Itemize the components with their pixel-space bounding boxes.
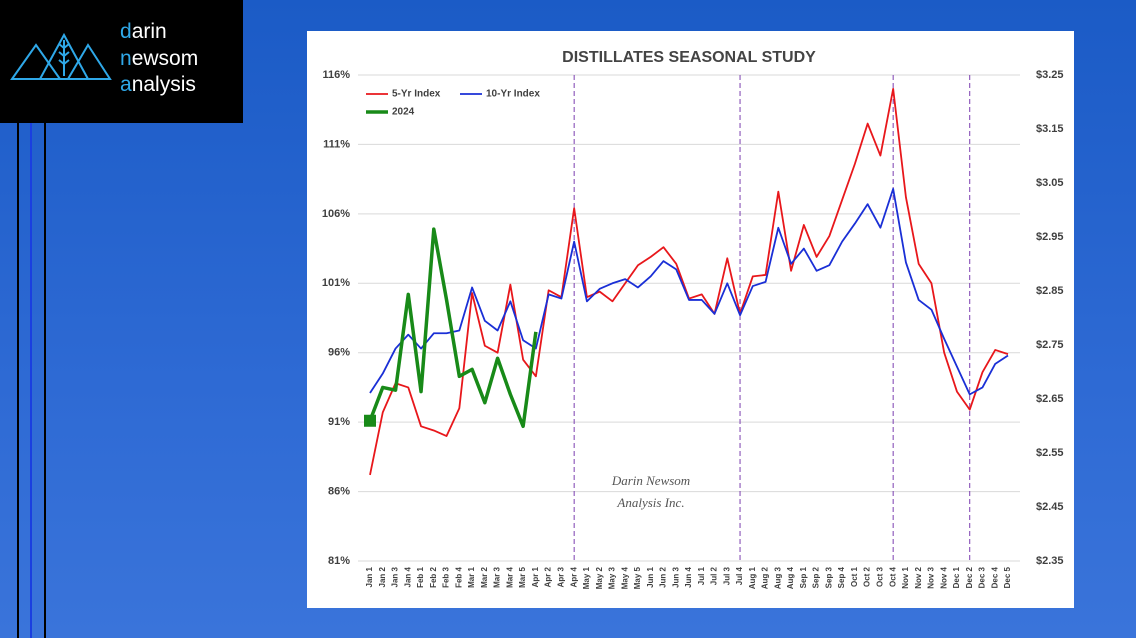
x-tick-label: Apr 3 bbox=[557, 566, 566, 587]
chart-title: DISTILLATES SEASONAL STUDY bbox=[562, 49, 816, 66]
x-tick-label: Feb 1 bbox=[416, 566, 425, 587]
watermark: Analysis Inc. bbox=[616, 495, 684, 510]
y-tick-label: 101% bbox=[322, 277, 350, 289]
x-tick-label: Jun 3 bbox=[671, 566, 680, 587]
x-tick-label: May 5 bbox=[633, 566, 642, 589]
x-tick-label: Jan 2 bbox=[378, 566, 387, 587]
x-tick-label: Apr 1 bbox=[531, 566, 540, 587]
logo-icon bbox=[10, 32, 112, 80]
x-tick-label: Dec 3 bbox=[978, 566, 987, 588]
x-tick-label: May 1 bbox=[582, 566, 591, 589]
x-tick-label: May 2 bbox=[595, 566, 604, 589]
x-tick-label: Sep 4 bbox=[837, 566, 846, 588]
x-tick-label: Aug 4 bbox=[786, 566, 795, 589]
x-tick-label: Mar 3 bbox=[493, 566, 502, 587]
x-tick-label: Nov 4 bbox=[939, 566, 948, 588]
x-tick-label: Jul 2 bbox=[710, 566, 719, 585]
x-tick-label: Jan 3 bbox=[391, 566, 400, 587]
y2-tick-label: $3.25 bbox=[1036, 69, 1064, 81]
x-tick-label: Jan 4 bbox=[403, 566, 412, 587]
x-tick-label: Apr 2 bbox=[544, 566, 553, 587]
x-tick-label: Feb 4 bbox=[454, 566, 463, 587]
y-tick-label: 116% bbox=[322, 69, 350, 81]
x-tick-label: Oct 1 bbox=[850, 566, 859, 587]
x-tick-label: Dec 1 bbox=[952, 566, 961, 588]
x-tick-label: Nov 2 bbox=[914, 566, 923, 588]
watermark: Darin Newsom bbox=[611, 473, 690, 488]
x-tick-label: Mar 5 bbox=[518, 566, 527, 587]
logo-text: darin bbox=[120, 20, 167, 43]
x-tick-label: Dec 4 bbox=[990, 566, 999, 588]
y2-tick-label: $2.95 bbox=[1036, 231, 1064, 243]
x-tick-label: Feb 2 bbox=[429, 566, 438, 587]
y2-tick-label: $2.35 bbox=[1036, 555, 1064, 567]
legend-label: 2024 bbox=[392, 107, 415, 118]
x-tick-label: Jan 1 bbox=[365, 566, 374, 587]
x-tick-label: Dec 2 bbox=[965, 566, 974, 588]
y2-tick-label: $2.65 bbox=[1036, 393, 1064, 405]
x-tick-label: Nov 1 bbox=[901, 566, 910, 588]
y-tick-label: 106% bbox=[322, 208, 350, 220]
x-tick-label: Apr 4 bbox=[569, 566, 578, 587]
x-tick-label: Aug 3 bbox=[773, 566, 782, 589]
x-tick-label: Jun 4 bbox=[684, 566, 693, 587]
logo-text: newsom bbox=[120, 47, 198, 70]
y2-tick-label: $2.85 bbox=[1036, 285, 1064, 297]
y2-tick-label: $3.15 bbox=[1036, 123, 1064, 135]
x-tick-label: Sep 3 bbox=[824, 566, 833, 588]
y2-tick-label: $3.05 bbox=[1036, 177, 1064, 189]
y2-tick-label: $2.75 bbox=[1036, 339, 1064, 351]
logo-text: analysis bbox=[120, 73, 196, 96]
y-tick-label: 96% bbox=[328, 347, 350, 359]
y2-tick-label: $2.55 bbox=[1036, 447, 1064, 459]
x-tick-label: Jul 3 bbox=[722, 566, 731, 585]
x-tick-label: May 4 bbox=[620, 566, 629, 589]
x-tick-label: Jul 1 bbox=[697, 566, 706, 585]
x-tick-label: May 3 bbox=[608, 566, 617, 589]
y2-tick-label: $2.45 bbox=[1036, 501, 1064, 513]
x-tick-label: Oct 3 bbox=[876, 566, 885, 587]
x-tick-label: Mar 1 bbox=[467, 566, 476, 587]
x-tick-label: Oct 2 bbox=[863, 566, 872, 587]
x-tick-label: Nov 3 bbox=[927, 566, 936, 588]
series-line bbox=[368, 227, 538, 429]
x-tick-label: Sep 2 bbox=[812, 566, 821, 588]
x-tick-label: Jun 1 bbox=[646, 566, 655, 587]
chart-panel bbox=[307, 31, 1074, 608]
logo-box bbox=[0, 0, 243, 123]
x-tick-label: Jul 4 bbox=[735, 566, 744, 585]
y-tick-label: 111% bbox=[323, 138, 350, 150]
x-tick-label: Jun 2 bbox=[659, 566, 668, 587]
x-tick-label: Aug 2 bbox=[761, 566, 770, 589]
legend-label: 10-Yr Index bbox=[486, 89, 540, 100]
x-tick-label: Sep 1 bbox=[799, 566, 808, 588]
x-tick-label: Mar 4 bbox=[505, 566, 514, 587]
series-line bbox=[369, 187, 1009, 396]
x-tick-label: Mar 2 bbox=[480, 566, 489, 587]
point-marker bbox=[364, 414, 376, 427]
x-tick-label: Oct 4 bbox=[888, 566, 897, 587]
y-tick-label: 91% bbox=[328, 416, 350, 428]
legend-label: 5-Yr Index bbox=[392, 89, 441, 100]
y-tick-label: 86% bbox=[328, 485, 350, 497]
x-tick-label: Aug 1 bbox=[748, 566, 757, 589]
x-tick-label: Dec 5 bbox=[1003, 566, 1012, 588]
y-tick-label: 81% bbox=[328, 555, 350, 567]
x-tick-label: Feb 3 bbox=[442, 566, 451, 587]
